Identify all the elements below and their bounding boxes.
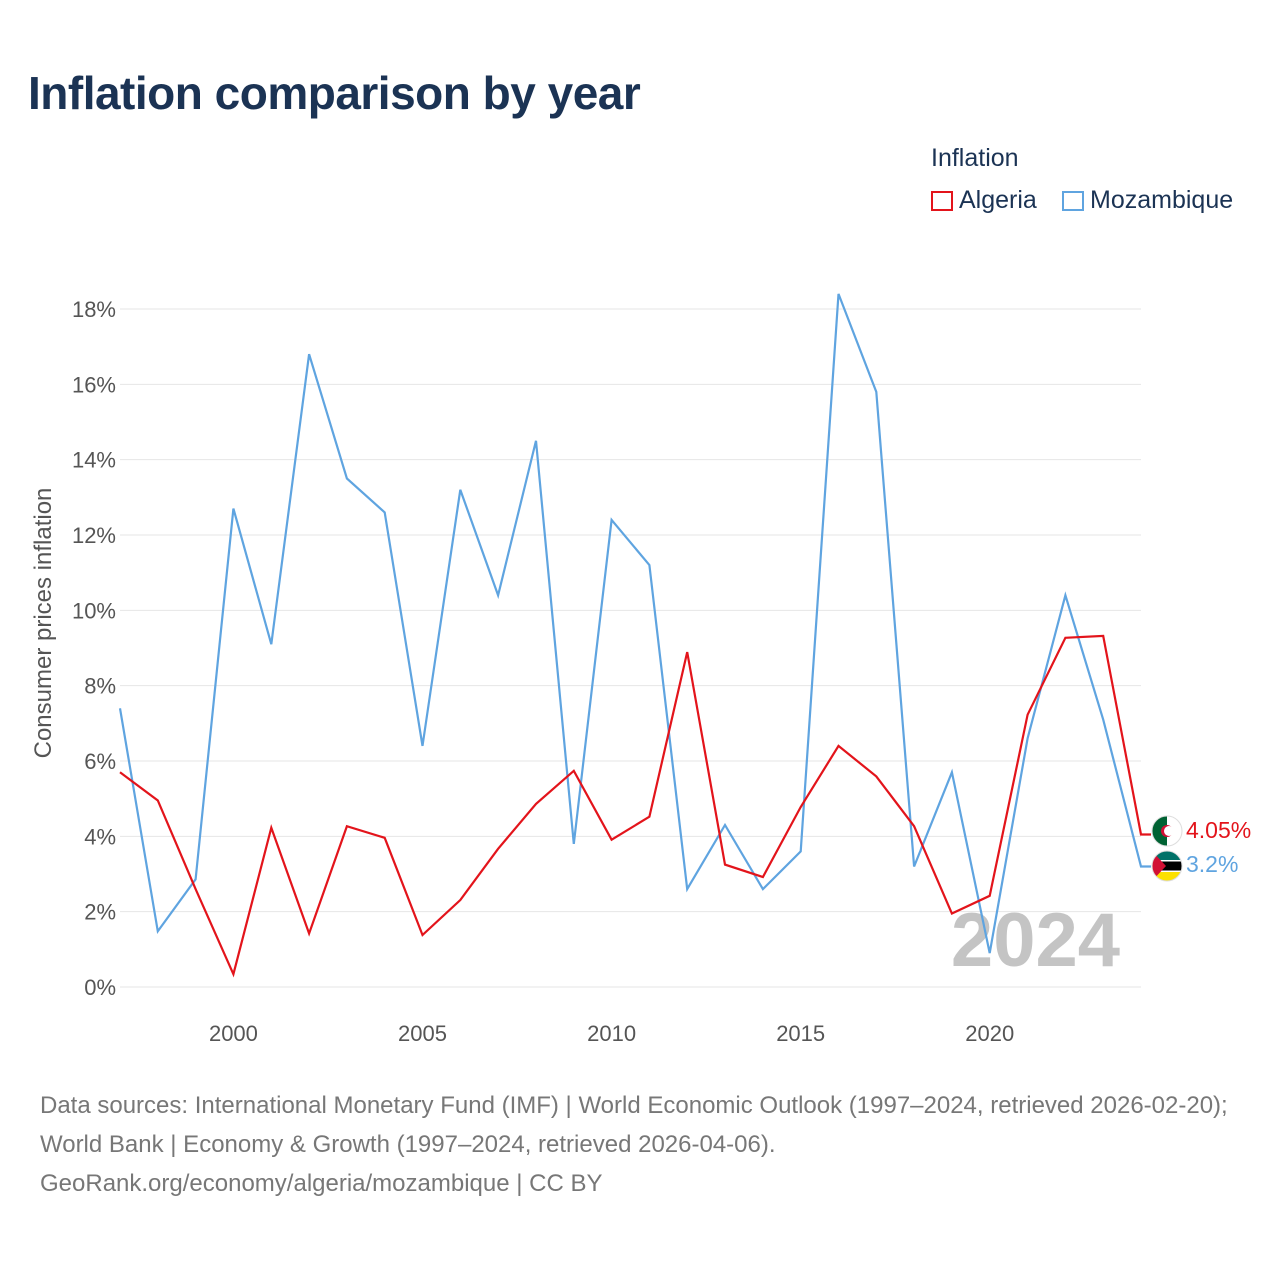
legend-title: Inflation — [931, 144, 1019, 172]
legend-label-mozambique: Mozambique — [1090, 186, 1234, 214]
legend-swatch-algeria — [931, 190, 953, 211]
grid-lines — [120, 308, 1141, 988]
x-tick-label: 2005 — [398, 1021, 447, 1046]
end-label-algeria: 4.05% — [1186, 817, 1251, 843]
x-tick-label: 2000 — [209, 1021, 258, 1046]
y-axis-ticks: 0% 2% 4% 6% 8% 10% 12% 14% 16% 18% — [72, 297, 116, 1000]
line-chart: 0%2%4%6%8%10%12%14%16%18% 2000 2005 2010 20… — [30, 293, 1251, 1046]
y-tick-label: 0% — [84, 975, 116, 1000]
y-tick-label: 8% — [84, 674, 116, 699]
y-tick-label: 14% — [72, 448, 116, 473]
y-tick-label: 16% — [72, 372, 116, 397]
y-tick-label: 18% — [72, 297, 116, 322]
series-line-mozambique[interactable] — [118, 293, 1151, 954]
x-tick-label: 2010 — [587, 1021, 636, 1046]
legend-label-algeria: Algeria — [959, 186, 1037, 214]
series-lines — [118, 293, 1151, 978]
legend-swatch-mozambique — [1062, 190, 1084, 211]
algeria-flag-icon — [1152, 816, 1182, 846]
mozambique-flag-icon — [1152, 851, 1182, 881]
y-tick-label: 2% — [84, 900, 116, 925]
y-tick-label: 12% — [72, 523, 116, 548]
chart-title: Inflation comparison by year — [28, 67, 641, 119]
x-tick-label: 2015 — [776, 1021, 825, 1046]
data-sources: Data sources: International Monetary Fun… — [40, 1092, 1228, 1158]
legend-item-algeria[interactable]: Algeria — [931, 186, 1037, 215]
y-tick-label: 4% — [84, 824, 116, 849]
y-tick-label: 6% — [84, 749, 116, 774]
series-line-algeria[interactable] — [119, 634, 1151, 978]
footer: Data sources: International Monetary Fun… — [40, 1086, 1250, 1203]
end-label-mozambique: 3.2% — [1186, 851, 1238, 877]
x-tick-label: 2020 — [965, 1021, 1014, 1046]
legend-item-mozambique[interactable]: Mozambique — [1062, 186, 1233, 215]
x-axis-ticks: 2000 2005 2010 2015 2020 — [209, 1021, 1014, 1046]
year-watermark: 2024 — [951, 898, 1120, 983]
source-link[interactable]: GeoRank.org/economy/algeria/mozambique |… — [40, 1170, 603, 1197]
y-axis-label: Consumer prices inflation — [30, 488, 57, 759]
y-tick-label: 10% — [72, 598, 116, 623]
